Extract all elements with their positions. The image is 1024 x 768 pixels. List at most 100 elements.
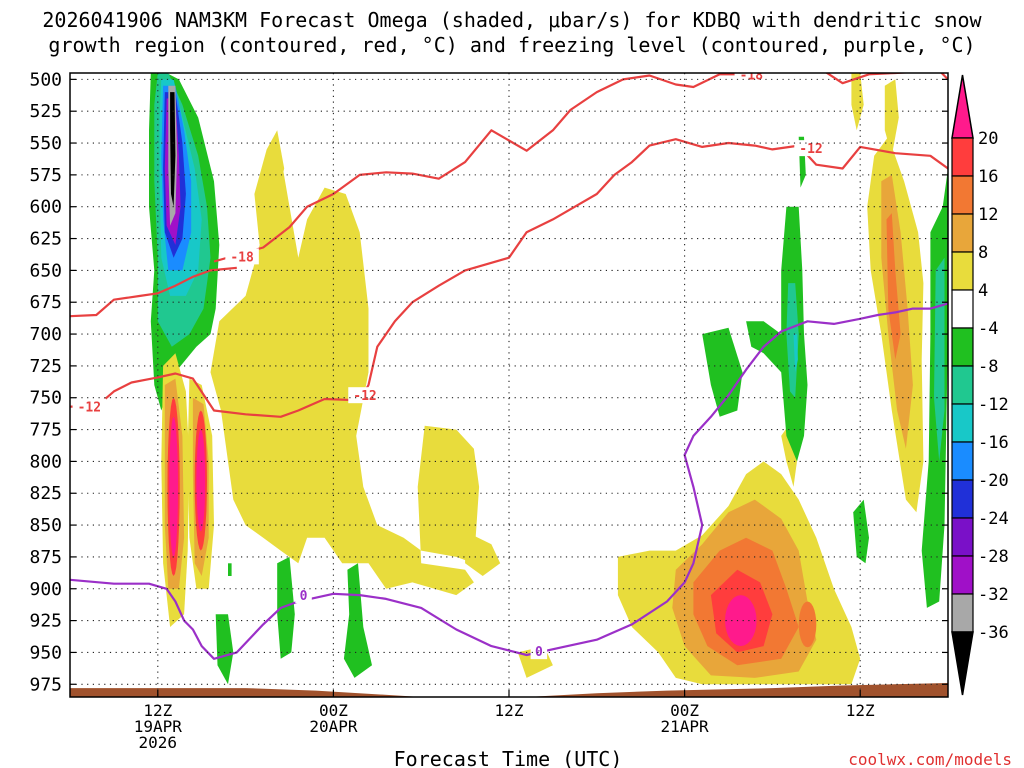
colorbar-label: -24 xyxy=(978,509,1009,529)
omega-neg-cell-f12 xyxy=(793,334,798,373)
x-tick-label: 19APR xyxy=(134,717,183,736)
colorbar-swatch xyxy=(951,441,974,481)
omega-pos-yellow-top3 xyxy=(851,73,864,131)
contour-label: -12 xyxy=(353,389,376,404)
contour-label-bg xyxy=(530,643,548,660)
colorbar-swatch-bottom xyxy=(951,631,974,696)
colorbar-swatch xyxy=(951,327,974,367)
omega-neg-cell-c xyxy=(215,614,234,685)
colorbar-label: 12 xyxy=(978,205,998,225)
y-tick-label: 725 xyxy=(29,356,62,377)
omega-pos-core-a20 xyxy=(169,416,178,557)
x-tick-label: 21APR xyxy=(661,717,710,736)
omega-neg-cell-a xyxy=(277,556,295,659)
omega-neg-cell-e xyxy=(702,327,743,417)
contour-temperature_isotherm_left xyxy=(70,266,237,318)
contour-label: -12 xyxy=(799,142,822,157)
contour-label-bg xyxy=(295,587,312,604)
colorbar-label: -32 xyxy=(978,585,1009,605)
y-tick-label: 875 xyxy=(29,547,62,568)
colorbar-swatch xyxy=(951,593,974,633)
contour-label-bg xyxy=(794,140,828,157)
contour-label-bg xyxy=(225,248,259,265)
contour-label: 0 xyxy=(535,645,543,660)
contour-label: -12 xyxy=(78,401,101,416)
y-tick-label: 625 xyxy=(29,229,62,250)
omega-pos-yellow-top xyxy=(254,130,285,245)
contour-label-bg xyxy=(72,398,107,415)
colorbar-label: -8 xyxy=(978,357,998,377)
x-tick-label: 12Z xyxy=(846,701,875,720)
x-tick-label: 00Z xyxy=(670,701,699,720)
omega-pos-yellow-top2 xyxy=(884,79,899,156)
contour-label: 0 xyxy=(300,589,308,604)
colorbar-label: 8 xyxy=(978,243,988,263)
omega-neg-plume-36 xyxy=(170,92,176,207)
contour-label-bg xyxy=(734,73,769,83)
x-tick-label: 00Z xyxy=(319,701,348,720)
colorbar-swatch xyxy=(951,137,974,177)
omega-neg-cell-b xyxy=(343,563,372,678)
y-tick-label: 750 xyxy=(29,388,62,409)
colorbar-swatch xyxy=(951,517,974,557)
chart-title: 2026041906 NAM3KM Forecast Omega (shaded… xyxy=(42,8,982,32)
contour-label-bg xyxy=(348,387,382,404)
contour-temperature_isotherm xyxy=(70,138,948,418)
x-tick-label: 12Z xyxy=(143,701,172,720)
colorbar-swatch xyxy=(951,251,974,291)
omega-pos-yellow-sm xyxy=(465,531,501,576)
colorbar-swatch xyxy=(951,555,974,595)
y-tick-label: 525 xyxy=(29,101,62,122)
y-tick-label: 950 xyxy=(29,642,62,663)
colorbar-swatch-top xyxy=(951,74,974,139)
contour-label: -18 xyxy=(740,68,764,83)
colorbar-swatch xyxy=(951,365,974,405)
contour-label: -18 xyxy=(230,250,254,265)
y-tick-label: 900 xyxy=(29,579,62,600)
colorbar-label: 16 xyxy=(978,167,998,187)
omega-pos-late-20 xyxy=(725,595,757,647)
x-axis-title: Forecast Time (UTC) xyxy=(394,747,623,768)
colorbar-swatch xyxy=(951,213,974,253)
colorbar-swatch xyxy=(951,289,974,329)
colorbar-swatch xyxy=(951,175,974,215)
credit-text: coolwx.com/models xyxy=(848,750,1012,768)
omega-neg-cell-i8 xyxy=(934,257,945,462)
omega-neg-cell-h xyxy=(853,499,869,564)
y-tick-label: 700 xyxy=(29,324,62,345)
y-tick-label: 550 xyxy=(29,133,62,154)
y-tick-label: 600 xyxy=(29,197,62,218)
y-tick-label: 575 xyxy=(29,165,62,186)
omega-neg-cell-d xyxy=(228,563,232,576)
plot-area: -18 -18 -12 -12 -12 0 0 xyxy=(69,68,949,698)
shading-group: -18 -18 -12 -12 -12 0 0 xyxy=(70,68,948,697)
x-tick-label: 2026 xyxy=(139,733,178,752)
chart-subtitle: growth region (contoured, red, °C) and f… xyxy=(48,33,975,57)
colorbar-label: -12 xyxy=(978,395,1009,415)
y-tick-label: 825 xyxy=(29,483,62,504)
colorbar-label: -20 xyxy=(978,471,1009,491)
y-tick-label: 850 xyxy=(29,515,62,536)
y-tick-label: 675 xyxy=(29,292,62,313)
y-tick-label: 800 xyxy=(29,451,62,472)
y-tick-label: 650 xyxy=(29,260,62,281)
y-tick-label: 500 xyxy=(29,69,62,90)
colorbar-label: -28 xyxy=(978,547,1009,567)
terrain-ground xyxy=(70,683,948,697)
colorbar-label: 20 xyxy=(978,129,998,149)
axes: 500 525 550 575 600 625 650 675 700 725 750 775 800 8… xyxy=(29,69,948,752)
colorbar-label: -4 xyxy=(978,319,998,339)
y-tick-label: 925 xyxy=(29,611,62,632)
contour-freezing_level xyxy=(70,302,948,660)
omega-pos-right-12 xyxy=(886,213,901,360)
y-tick-label: 775 xyxy=(29,420,62,441)
colorbar: 20 16 12 8 4 -4 -8 -12 -16 -20 -24 -28 -32 -36 xyxy=(951,74,1009,696)
y-tick-label: 975 xyxy=(29,674,62,695)
omega-pos-core-b20 xyxy=(196,429,206,532)
x-tick-label: 12Z xyxy=(495,701,524,720)
colorbar-label: 4 xyxy=(978,281,988,301)
x-tick-label: 20APR xyxy=(309,717,358,736)
colorbar-label: -36 xyxy=(978,623,1009,643)
colorbar-swatch xyxy=(951,403,974,443)
